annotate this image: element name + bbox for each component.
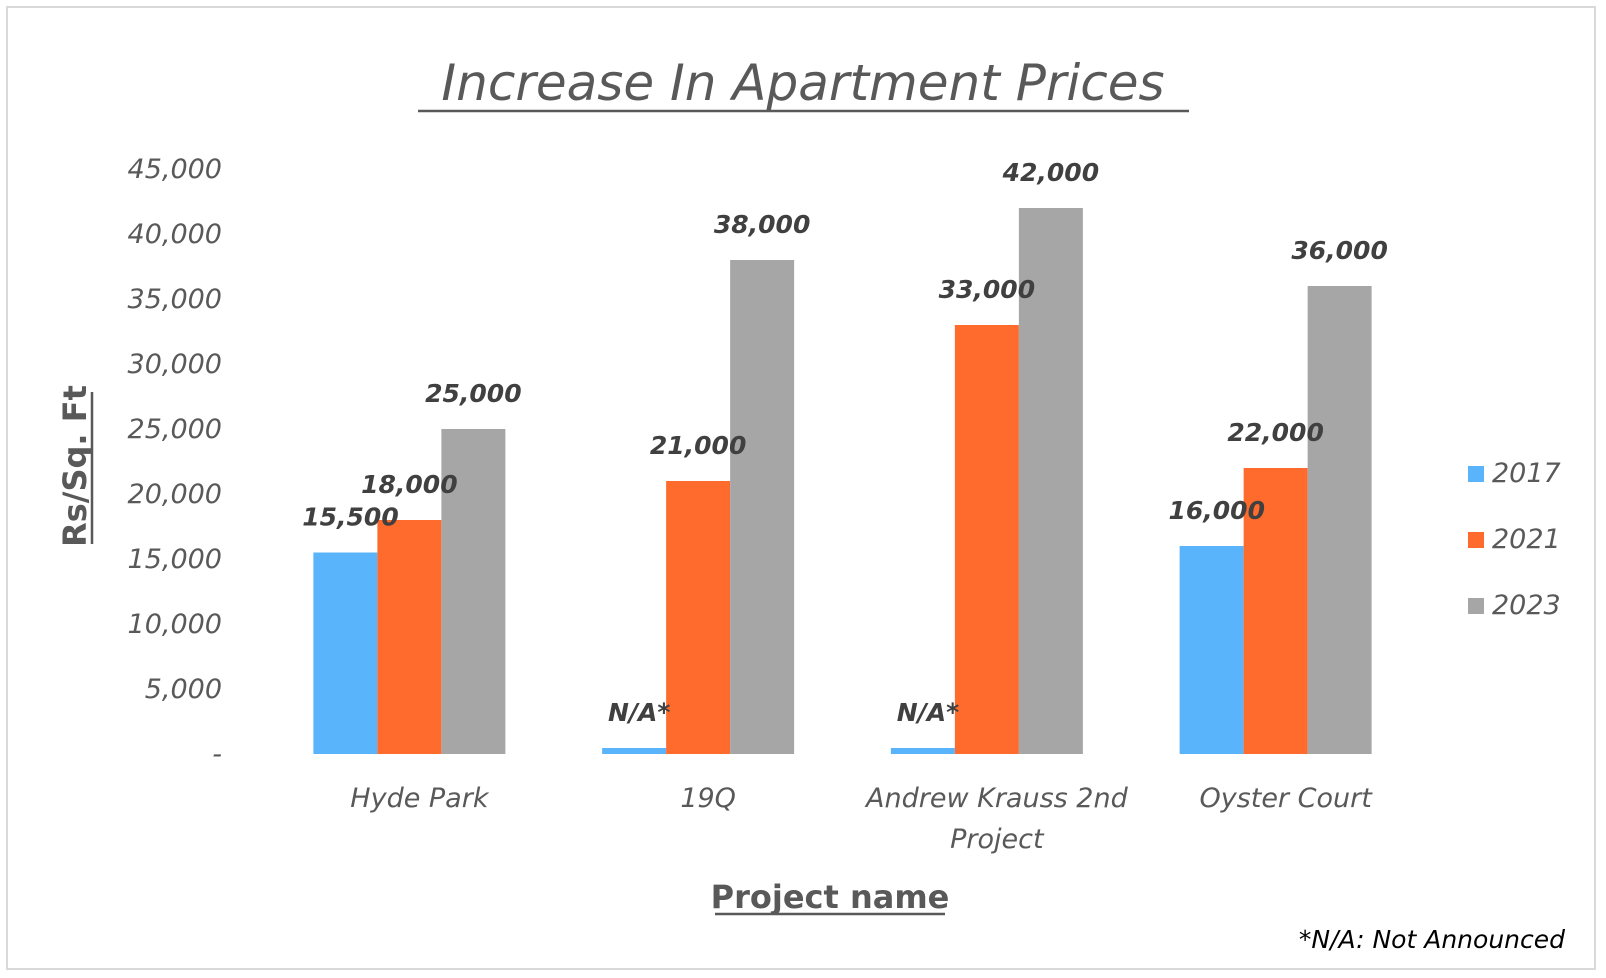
y-tick-label: 40,000 bbox=[128, 219, 222, 250]
bar-2021 bbox=[1243, 468, 1308, 754]
x-category-label: Hyde Park bbox=[350, 783, 490, 814]
y-tick-label: 20,000 bbox=[128, 479, 222, 510]
data-label: 33,000 bbox=[939, 275, 1035, 304]
data-label: 22,000 bbox=[1227, 418, 1323, 447]
footnote: *N/A: Not Announced bbox=[1299, 925, 1565, 954]
x-category-label: Andrew Krauss 2nd bbox=[864, 783, 1129, 814]
data-label: 42,000 bbox=[1002, 158, 1099, 187]
x-axis-title: Project name bbox=[711, 878, 950, 916]
bar-2023 bbox=[730, 260, 795, 754]
bar-2017 bbox=[890, 748, 955, 754]
y-axis-title-group: Rs/Sq. Ft bbox=[56, 385, 94, 547]
chart-title: Increase In Apartment Prices bbox=[441, 54, 1164, 112]
bars bbox=[313, 208, 1372, 754]
legend-label: 2023 bbox=[1492, 590, 1561, 621]
y-tick-label: 10,000 bbox=[128, 609, 222, 640]
bar-2021 bbox=[377, 520, 442, 754]
data-label: 18,000 bbox=[361, 470, 457, 499]
y-tick-label: 5,000 bbox=[145, 674, 222, 705]
x-axis: Hyde Park 19Q Andrew Krauss 2nd Project Oyst… bbox=[350, 783, 1373, 855]
legend: 2017 2021 2023 bbox=[1468, 458, 1561, 621]
y-tick-label: 30,000 bbox=[128, 349, 222, 380]
bar-2023 bbox=[441, 429, 506, 754]
bar-2023 bbox=[1307, 286, 1372, 754]
x-category-label: Project bbox=[950, 824, 1045, 855]
bar-2017 bbox=[602, 748, 667, 754]
data-label: 38,000 bbox=[714, 210, 810, 239]
bar-2021 bbox=[666, 481, 731, 754]
y-tick-label: 25,000 bbox=[128, 414, 222, 445]
data-label: N/A* bbox=[897, 698, 959, 727]
legend-label: 2017 bbox=[1492, 458, 1561, 489]
bar-2017 bbox=[1179, 546, 1244, 754]
data-label: 25,000 bbox=[425, 379, 521, 408]
y-tick-label: - bbox=[212, 739, 222, 770]
data-label: 21,000 bbox=[650, 431, 746, 460]
y-tick-label: 15,000 bbox=[128, 544, 222, 575]
bar-2017 bbox=[313, 552, 378, 754]
x-axis-title-group: Project name bbox=[711, 878, 950, 916]
y-axis-title: Rs/Sq. Ft bbox=[56, 385, 94, 547]
legend-swatch-2023 bbox=[1468, 598, 1484, 614]
legend-label: 2021 bbox=[1492, 524, 1561, 555]
chart-title-group: Increase In Apartment Prices bbox=[418, 54, 1189, 113]
data-labels: 15,500 18,000 25,000 N/A* 21,000 38,000 N/A* 33… bbox=[302, 158, 1388, 727]
y-tick-label: 45,000 bbox=[128, 154, 222, 185]
x-category-label: 19Q bbox=[680, 783, 736, 814]
data-label: 15,500 bbox=[302, 503, 398, 532]
y-axis: - 5,000 10,000 15,000 20,000 25,000 30,000 35,0… bbox=[128, 154, 222, 770]
data-label: 16,000 bbox=[1169, 496, 1265, 525]
bar-2023 bbox=[1018, 208, 1083, 754]
data-label: N/A* bbox=[608, 698, 670, 727]
y-tick-label: 35,000 bbox=[128, 284, 222, 315]
data-label: 36,000 bbox=[1291, 236, 1387, 265]
bar-2021 bbox=[954, 325, 1019, 754]
x-category-label: Oyster Court bbox=[1199, 783, 1373, 814]
legend-swatch-2017 bbox=[1468, 466, 1484, 482]
legend-swatch-2021 bbox=[1468, 532, 1484, 548]
